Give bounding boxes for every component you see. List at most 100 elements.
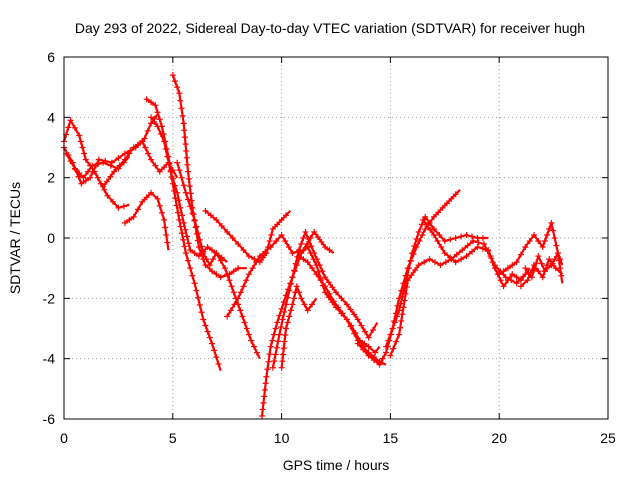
data-point-marker [282, 238, 289, 245]
data-point-marker [164, 239, 171, 246]
y-axis-label: SDTVAR / TECUs [7, 182, 23, 294]
data-point-marker [76, 132, 83, 139]
data-point-marker [95, 156, 102, 163]
data-point-marker [474, 244, 481, 251]
data-point-marker [469, 233, 475, 240]
data-point-marker [398, 317, 405, 324]
data-point-marker [193, 223, 200, 230]
data-point-marker [447, 254, 454, 261]
y-tick-label: 6 [47, 49, 55, 65]
data-point-marker [191, 216, 198, 223]
data-point-marker [267, 343, 274, 350]
data-point-marker [432, 259, 439, 266]
data-point-marker [275, 338, 282, 345]
data-point-marker [358, 322, 365, 329]
data-point-marker [115, 204, 122, 211]
data-point-marker [282, 301, 289, 308]
data-point-marker [121, 156, 128, 163]
data-point-marker [103, 178, 110, 185]
series-track-2 [61, 113, 159, 187]
data-point-marker [441, 238, 448, 245]
data-point-marker [161, 164, 168, 171]
data-point-marker [546, 225, 553, 232]
data-point-marker [309, 301, 316, 308]
data-point-marker [354, 340, 361, 347]
data-point-marker [151, 118, 158, 125]
data-point-marker [177, 223, 184, 230]
series-line [124, 191, 170, 251]
data-point-marker [276, 312, 283, 319]
data-point-marker [76, 170, 83, 177]
data-point-marker [134, 141, 141, 148]
data-point-marker [156, 168, 163, 175]
data-point-marker [541, 238, 548, 245]
data-point-marker [187, 190, 194, 197]
data-point-marker [390, 345, 397, 352]
data-point-marker [161, 216, 168, 223]
data-point-marker [154, 195, 161, 202]
data-point-marker [100, 159, 107, 166]
data-point-marker [284, 294, 291, 301]
data-point-marker [211, 347, 218, 354]
data-point-marker [126, 150, 133, 157]
data-point-marker [330, 298, 337, 305]
data-point-marker [463, 253, 470, 260]
data-point-marker [383, 343, 390, 350]
data-point-marker [218, 222, 225, 229]
data-point-marker [183, 233, 190, 240]
data-point-marker [270, 331, 277, 338]
data-point-marker [551, 256, 558, 263]
data-point-marker [276, 331, 283, 338]
data-point-marker [182, 250, 189, 257]
data-point-marker [524, 277, 531, 284]
data-point-marker [210, 256, 217, 263]
data-point-marker [434, 238, 441, 245]
data-point-marker [313, 256, 320, 263]
data-point-marker [263, 373, 270, 380]
data-point-marker [156, 202, 163, 209]
data-point-marker [143, 194, 150, 201]
data-point-marker [224, 271, 231, 278]
data-point-marker [213, 250, 220, 257]
data-point-marker [531, 267, 538, 274]
data-point-marker [145, 150, 152, 157]
data-point-marker [67, 117, 74, 124]
data-point-marker [265, 358, 272, 365]
data-point-marker [130, 144, 137, 151]
data-point-marker [291, 267, 298, 274]
data-point-marker [171, 78, 178, 85]
data-point-marker [316, 262, 323, 269]
data-point-marker [463, 231, 470, 238]
data-point-marker [200, 316, 207, 323]
data-point-marker [121, 219, 128, 226]
data-point-marker [479, 245, 486, 252]
data-point-marker [196, 236, 203, 243]
data-point-marker [296, 289, 303, 296]
x-tick-label: 5 [169, 430, 177, 446]
data-point-marker [443, 200, 450, 207]
data-point-marker [134, 206, 141, 213]
data-point-marker [191, 250, 198, 257]
data-point-marker [154, 123, 161, 130]
data-point-marker [177, 204, 184, 211]
data-point-marker [475, 239, 482, 246]
data-point-marker [427, 226, 434, 233]
data-point-marker [401, 297, 408, 304]
data-point-marker [289, 274, 296, 281]
data-point-marker [317, 277, 324, 284]
data-point-marker [360, 346, 367, 353]
data-point-marker [513, 280, 520, 287]
data-point-marker [269, 225, 276, 232]
data-point-marker [245, 253, 252, 260]
data-point-marker [343, 301, 350, 308]
data-point-marker [182, 189, 189, 196]
data-point-marker [100, 183, 107, 190]
data-point-marker [77, 138, 84, 145]
data-point-marker [453, 251, 460, 258]
data-point-marker [79, 144, 86, 151]
data-point-marker [143, 96, 150, 103]
data-point-marker [177, 97, 184, 104]
data-point-marker [280, 351, 287, 358]
data-point-marker [80, 174, 87, 181]
data-point-marker [458, 256, 465, 263]
